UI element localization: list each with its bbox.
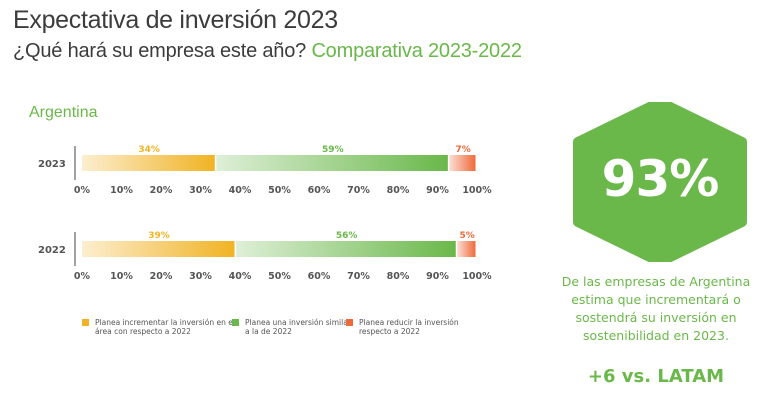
x-tick-label-2023-2: 20% xyxy=(150,185,173,196)
subtitle-question: ¿Qué hará su empresa este año? xyxy=(13,40,307,62)
stacked-bar-chart: 2023 34% 59% 7% 0% 10% 20% 30% 40% 50% 60% 70% 80% 90… xyxy=(38,145,492,282)
legend-label-reduce: Planea reducir la inversión respecto a 2… xyxy=(359,318,459,337)
page-title: Expectativa de inversión 2023 xyxy=(13,6,338,34)
highlight-hexagon xyxy=(573,102,747,262)
category-label-2022: 2022 xyxy=(38,245,66,256)
x-tick-label-2023-8: 80% xyxy=(387,185,410,196)
highlight-value: 93% xyxy=(601,150,720,208)
x-tick-label-2022-7: 70% xyxy=(347,271,370,282)
data-label-2022-1: 56% xyxy=(336,231,358,241)
bar-segment-2023-2 xyxy=(449,155,476,171)
page-subtitle: ¿Qué hará su empresa este año? Comparati… xyxy=(13,40,522,63)
x-tick-label-2023-5: 50% xyxy=(268,185,291,196)
x-tick-label-2022-9: 90% xyxy=(426,271,449,282)
x-tick-label-2022-2: 20% xyxy=(150,271,173,282)
data-label-2022-0: 39% xyxy=(148,231,170,241)
legend-item-increase: Planea incrementar la inversión en el ár… xyxy=(82,318,235,337)
x-tick-label-2023-10: 100% xyxy=(462,185,492,196)
legend-swatch-reduce xyxy=(346,319,353,326)
legend-label-similar: Planea una inversión similar a la de 202… xyxy=(245,318,351,337)
bar-segment-2023-0 xyxy=(82,155,215,171)
bar-segment-2022-1 xyxy=(236,241,456,257)
data-label-2023-0: 34% xyxy=(138,145,160,155)
legend-label-increase: Planea incrementar la inversión en el ár… xyxy=(95,318,235,337)
x-tick-label-2023-0: 0% xyxy=(74,185,91,196)
legend-item-reduce: Planea reducir la inversión respecto a 2… xyxy=(346,318,484,337)
data-label-2022-2: 5% xyxy=(459,231,474,241)
x-tick-label-2023-4: 40% xyxy=(229,185,252,196)
x-tick-label-2023-3: 30% xyxy=(189,185,212,196)
highlight-description: De las empresas de Argentina estima que … xyxy=(561,274,751,344)
x-tick-label-2023-9: 90% xyxy=(426,185,449,196)
bar-segment-2023-1 xyxy=(216,155,448,171)
x-tick-label-2022-0: 0% xyxy=(74,271,91,282)
x-tick-label-2022-5: 50% xyxy=(268,271,291,282)
x-tick-label-2022-8: 80% xyxy=(387,271,410,282)
country-label: Argentina xyxy=(29,104,98,121)
x-tick-label-2022-10: 100% xyxy=(462,271,492,282)
x-tick-label-2023-7: 70% xyxy=(347,185,370,196)
x-tick-label-2023-6: 60% xyxy=(308,185,331,196)
x-tick-label-2022-6: 60% xyxy=(308,271,331,282)
bar-segment-2022-0 xyxy=(82,241,235,257)
legend-swatch-increase xyxy=(82,319,89,326)
x-tick-label-2023-1: 10% xyxy=(110,185,133,196)
x-tick-label-2022-1: 10% xyxy=(110,271,133,282)
x-tick-label-2022-3: 30% xyxy=(189,271,212,282)
highlight-comparison: +6 vs. LATAM xyxy=(587,366,725,387)
data-label-2023-1: 59% xyxy=(322,145,344,155)
bar-segment-2022-2 xyxy=(457,241,476,257)
legend-swatch-similar xyxy=(232,319,239,326)
category-label-2023: 2023 xyxy=(38,159,66,170)
x-tick-label-2022-4: 40% xyxy=(229,271,252,282)
data-label-2023-2: 7% xyxy=(456,145,471,155)
subtitle-highlight: Comparativa 2023-2022 xyxy=(311,40,522,62)
legend-item-similar: Planea una inversión similar a la de 202… xyxy=(232,318,355,337)
